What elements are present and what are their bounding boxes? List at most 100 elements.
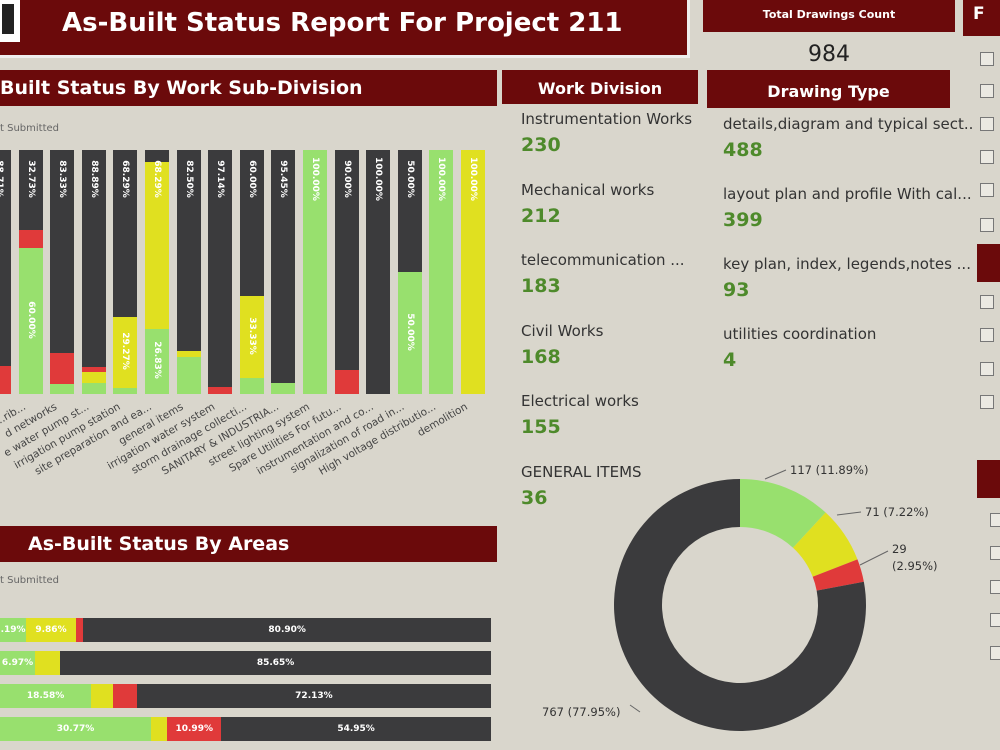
filter-checkbox[interactable] (980, 295, 994, 309)
area-bar: 30.77% 10.99% 54.95% (0, 717, 491, 741)
subdivision-bar-segment (113, 150, 138, 317)
donut-slice (793, 512, 858, 577)
subdivision-bar-segment (271, 150, 296, 383)
subdivision-bar-label: 88.71% (0, 160, 4, 198)
filter-checkbox[interactable] (990, 613, 1000, 627)
subdivision-bar-segment (208, 387, 233, 394)
drawing-type-name: details,diagram and typical sect... (723, 115, 973, 133)
subdivision-bar-label: 60.00% (246, 160, 257, 198)
filter-checkbox[interactable] (980, 328, 994, 342)
filter-checkbox[interactable] (990, 513, 1000, 527)
drawing-type-name: key plan, index, legends,notes ... (723, 255, 971, 273)
work-division-value: 183 (521, 275, 561, 297)
subdivision-bar-label: 95.45% (278, 160, 289, 198)
work-division-value: 168 (521, 345, 561, 368)
area-bar-segment: 6.97% (0, 651, 36, 675)
donut-slice-label: 767 (77.95%) (542, 705, 620, 719)
subdivision-chart: 88.71% 32.73% 60.00% 83.33% 88.89% 68.29% 29.2… (0, 150, 500, 480)
subdivision-bar-segment (18, 150, 43, 230)
area-bar-segment (75, 618, 84, 642)
area-bar-segment: .19% (0, 618, 27, 642)
subdivision-bar-label: 83.33% (57, 160, 68, 198)
area-bar-segment (35, 651, 61, 675)
subdivision-bar-label: 100.00% (436, 157, 447, 201)
filter-checkbox[interactable] (980, 183, 994, 197)
filter-panel-header-3 (977, 460, 1000, 498)
donut-slice (812, 559, 864, 591)
filter-checkbox[interactable] (980, 52, 994, 66)
work-division-value: 230 (521, 134, 561, 156)
donut-slice-label: 29 (2.95%) (892, 542, 938, 573)
area-bar-segment (113, 684, 137, 708)
subdivision-approved-label: 50.00% (404, 313, 415, 351)
filter-checkbox[interactable] (980, 395, 994, 409)
subdivision-approved-label: 26.83% (152, 341, 162, 380)
subdivision-bar-segment (334, 150, 359, 370)
drawing-type-value: 93 (723, 279, 750, 301)
area-bar-segment: 54.95% (221, 717, 491, 741)
area-bar-segment: 9.86% (26, 618, 76, 642)
filter-checkbox[interactable] (990, 646, 1000, 660)
work-division-name: telecommunication ... (521, 251, 685, 269)
subdivision-bar-segment (81, 366, 106, 373)
subdivision-bar-segment (429, 150, 454, 394)
subdivision-bar-label: 68.29% (152, 160, 162, 198)
donut-leader-line (764, 469, 787, 480)
subdivision-bar-segment (208, 150, 233, 388)
donut-slice-label: 71 (7.22%) (865, 505, 929, 519)
filter-checkbox[interactable] (980, 150, 994, 164)
subdivision-bar-label: 97.14% (215, 160, 226, 198)
subdivision-comments-label: 33.33% (246, 317, 257, 355)
subdivision-bar-segment (50, 150, 75, 354)
report-title: As-Built Status Report For Project 211 (0, 0, 690, 58)
area-bar-segment: 30.77% (0, 717, 152, 741)
subdivision-bar-segment (50, 353, 75, 384)
donut-leader-line (629, 704, 641, 713)
area-bar: .19% 9.86% 80.90% (0, 618, 491, 642)
subdivision-comments-label: 29.27% (120, 332, 131, 371)
drawing-type-value: 488 (723, 139, 763, 161)
subdivision-bar-segment (81, 372, 106, 384)
filter-panel-header: F (963, 0, 1000, 36)
subdivision-bar-segment (50, 383, 75, 394)
subdivision-bar-segment (81, 150, 106, 367)
filter-checkbox[interactable] (980, 362, 994, 376)
subdivision-bar-label: 50.00% (404, 160, 415, 198)
subdivision-bar-label: 32.73% (25, 160, 36, 198)
donut-leader-line (859, 550, 889, 566)
subdivision-bar-segment (81, 383, 106, 394)
subdivision-bar-segment (303, 150, 327, 394)
donut-slice-label: 117 (11.89%) (790, 463, 868, 477)
filter-checkbox[interactable] (980, 84, 994, 98)
area-bar-segment: 80.90% (83, 618, 491, 642)
subdivision-bar-segment (18, 247, 43, 394)
area-bar-segment: 72.13% (136, 684, 491, 708)
subdivision-bar-segment (334, 369, 359, 394)
status-donut-chart: 117 (11.89%) 71 (7.22%) 29 (2.95%) 767 (77.9… (542, 463, 938, 731)
drawing-type-value: 399 (723, 209, 763, 231)
subdivision-bar-segment (0, 366, 11, 394)
area-bar-segment (91, 684, 114, 708)
subdivision-bar-segment (145, 161, 169, 329)
filter-checkbox[interactable] (980, 117, 994, 131)
areas-chart: .19% 9.86% 80.90% 6.97% 85.65% 18.58% 72.13% 30… (0, 618, 500, 750)
subdivision-bar-label: 88.89% (88, 160, 99, 198)
filter-checkbox[interactable] (990, 546, 1000, 560)
subdivision-bar-label: 100.00% (310, 157, 320, 201)
subdivision-bar-segment (239, 150, 264, 297)
subdivision-bar-segment (397, 272, 422, 394)
drawing-type-name: utilities coordination (723, 325, 877, 343)
subdivision-bar-segment (113, 388, 138, 394)
filter-checkbox[interactable] (980, 218, 994, 232)
drawing-type-value: 4 (723, 349, 737, 371)
subdivision-bar-label: 82.50% (183, 160, 194, 198)
subdivision-bar-segment (461, 150, 485, 394)
drawing-type-name: layout plan and profile With cal... (723, 185, 972, 203)
subdivision-bar-segment (176, 351, 201, 358)
subdivision-bar-segment (176, 150, 201, 352)
filter-checkbox[interactable] (990, 580, 1000, 594)
donut-slice (740, 479, 826, 548)
donut-leader-line (836, 511, 862, 516)
total-drawings-label: Total Drawings Count (703, 0, 955, 32)
area-bar: 6.97% 85.65% (0, 651, 491, 675)
